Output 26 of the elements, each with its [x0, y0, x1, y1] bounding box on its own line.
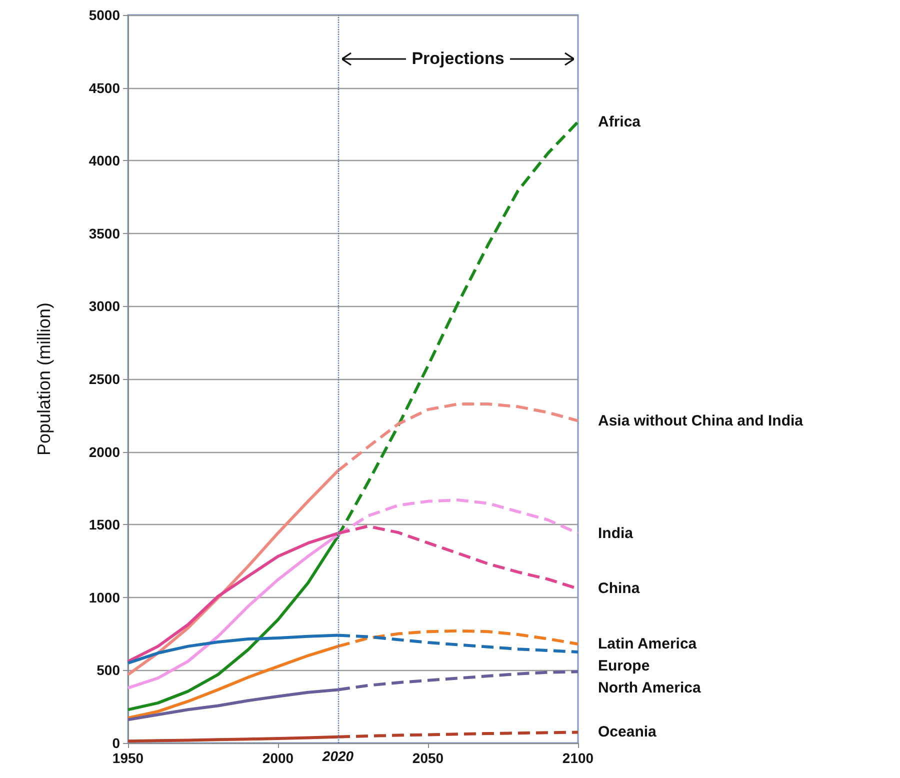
ref-line-label: 2020 [321, 748, 354, 764]
y-tick-label: 2000 [88, 444, 120, 460]
y-tick-label: 4500 [88, 80, 120, 96]
y-tick-label: 1500 [88, 516, 120, 533]
series-label: Africa [598, 113, 642, 130]
annotation: Projections [412, 49, 504, 68]
series-label: Latin America [598, 635, 698, 652]
series-label: India [598, 524, 634, 542]
y-tick-label: 3500 [88, 225, 120, 242]
series-label: Asia without China and India [598, 412, 804, 430]
y-axis-title: Population (million) [34, 302, 54, 456]
y-tick-label: 1000 [88, 589, 120, 606]
y-tick-label: 500 [96, 662, 120, 678]
series-label: China [598, 580, 640, 598]
x-tick-label: 2000 [262, 750, 294, 766]
series-label: North America [598, 679, 702, 696]
y-tick-label: 4000 [88, 152, 120, 169]
series-label: Europe [598, 657, 650, 674]
y-tick-label: 2500 [88, 371, 120, 387]
series-label: Oceania [598, 724, 658, 741]
x-tick-label: 1950 [112, 750, 144, 766]
y-tick-label: 3000 [88, 298, 120, 314]
y-tick-label: 0 [112, 735, 120, 751]
y-tick-label: 5000 [88, 7, 120, 23]
x-tick-label: 2100 [562, 750, 594, 766]
x-tick-label: 2050 [412, 750, 444, 766]
